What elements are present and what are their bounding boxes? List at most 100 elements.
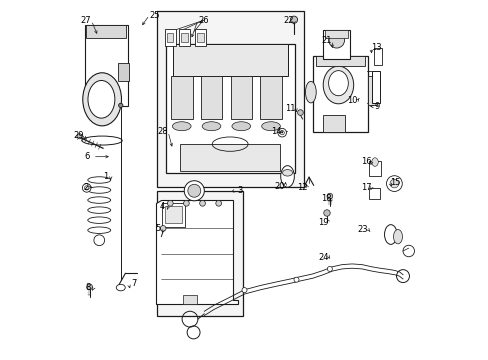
Circle shape: [86, 284, 92, 290]
Text: 18: 18: [320, 194, 331, 203]
Circle shape: [183, 201, 189, 206]
Circle shape: [167, 201, 173, 206]
Text: 9: 9: [374, 102, 379, 111]
Text: 3: 3: [237, 186, 243, 195]
Bar: [162, 203, 185, 226]
Ellipse shape: [82, 73, 121, 126]
Text: 17: 17: [360, 183, 371, 192]
Circle shape: [277, 129, 286, 137]
Bar: [201, 76, 222, 119]
Circle shape: [290, 16, 297, 23]
Text: 22: 22: [283, 16, 293, 25]
Circle shape: [119, 103, 122, 108]
Bar: [164, 206, 182, 223]
Text: 25: 25: [149, 10, 160, 19]
Bar: [164, 30, 175, 45]
Text: 4: 4: [160, 202, 165, 211]
Bar: [86, 25, 126, 38]
Circle shape: [328, 32, 344, 48]
Circle shape: [199, 201, 205, 206]
Bar: [180, 144, 280, 171]
Ellipse shape: [202, 122, 221, 131]
Bar: [85, 25, 128, 106]
Circle shape: [77, 134, 82, 139]
Bar: [165, 44, 294, 173]
Bar: [324, 30, 347, 38]
Text: 28: 28: [157, 127, 168, 136]
Text: 21: 21: [321, 36, 331, 45]
Circle shape: [184, 181, 204, 201]
Text: 27: 27: [81, 16, 91, 25]
Bar: [368, 188, 379, 199]
Circle shape: [187, 184, 201, 197]
Circle shape: [326, 193, 332, 199]
Text: 7: 7: [131, 279, 137, 288]
Ellipse shape: [323, 66, 353, 104]
Circle shape: [215, 201, 221, 206]
Text: 13: 13: [370, 43, 381, 52]
Bar: [156, 191, 242, 316]
Ellipse shape: [305, 81, 316, 103]
Text: 20: 20: [274, 182, 285, 191]
Text: 15: 15: [389, 178, 400, 187]
Text: 6: 6: [84, 152, 90, 161]
Bar: [323, 30, 349, 59]
Bar: [373, 48, 382, 65]
Bar: [371, 71, 379, 103]
Bar: [172, 44, 287, 76]
Ellipse shape: [371, 158, 378, 166]
Polygon shape: [156, 200, 238, 304]
Circle shape: [242, 288, 246, 293]
Text: 24: 24: [318, 253, 328, 262]
Circle shape: [389, 179, 398, 188]
Ellipse shape: [88, 81, 115, 118]
Circle shape: [323, 210, 329, 216]
Circle shape: [84, 186, 89, 190]
Text: 11: 11: [285, 104, 295, 113]
Bar: [367, 76, 376, 105]
Ellipse shape: [280, 166, 294, 187]
Text: 12: 12: [296, 183, 306, 192]
Circle shape: [94, 235, 104, 246]
Bar: [230, 76, 251, 119]
Ellipse shape: [116, 284, 125, 291]
Ellipse shape: [393, 229, 402, 244]
Text: 23: 23: [357, 225, 367, 234]
Bar: [312, 56, 367, 132]
Bar: [183, 295, 197, 304]
Bar: [181, 33, 187, 42]
Text: 16: 16: [360, 157, 371, 166]
Circle shape: [326, 266, 332, 271]
Text: 19: 19: [318, 218, 328, 227]
Ellipse shape: [231, 122, 250, 131]
Circle shape: [293, 277, 298, 282]
Circle shape: [297, 110, 303, 116]
Bar: [323, 116, 344, 132]
Circle shape: [280, 131, 284, 135]
Ellipse shape: [328, 71, 347, 96]
Bar: [156, 12, 303, 187]
Text: 29: 29: [73, 131, 84, 140]
Text: 1: 1: [102, 172, 108, 181]
Circle shape: [82, 184, 91, 192]
Bar: [167, 33, 173, 42]
Bar: [171, 76, 192, 119]
Text: 2: 2: [83, 183, 88, 192]
Bar: [316, 56, 364, 66]
Bar: [197, 33, 203, 42]
Bar: [118, 63, 129, 81]
Ellipse shape: [384, 225, 396, 244]
Text: 5: 5: [156, 224, 161, 233]
Ellipse shape: [172, 122, 191, 131]
Text: 10: 10: [346, 96, 357, 105]
Text: 14: 14: [270, 127, 281, 136]
Bar: [179, 30, 190, 45]
Ellipse shape: [282, 170, 292, 176]
Text: 8: 8: [85, 283, 91, 292]
Bar: [368, 161, 380, 176]
Circle shape: [160, 226, 165, 231]
Bar: [195, 30, 205, 45]
Bar: [260, 76, 281, 119]
Text: 26: 26: [198, 16, 208, 25]
Circle shape: [386, 176, 402, 192]
